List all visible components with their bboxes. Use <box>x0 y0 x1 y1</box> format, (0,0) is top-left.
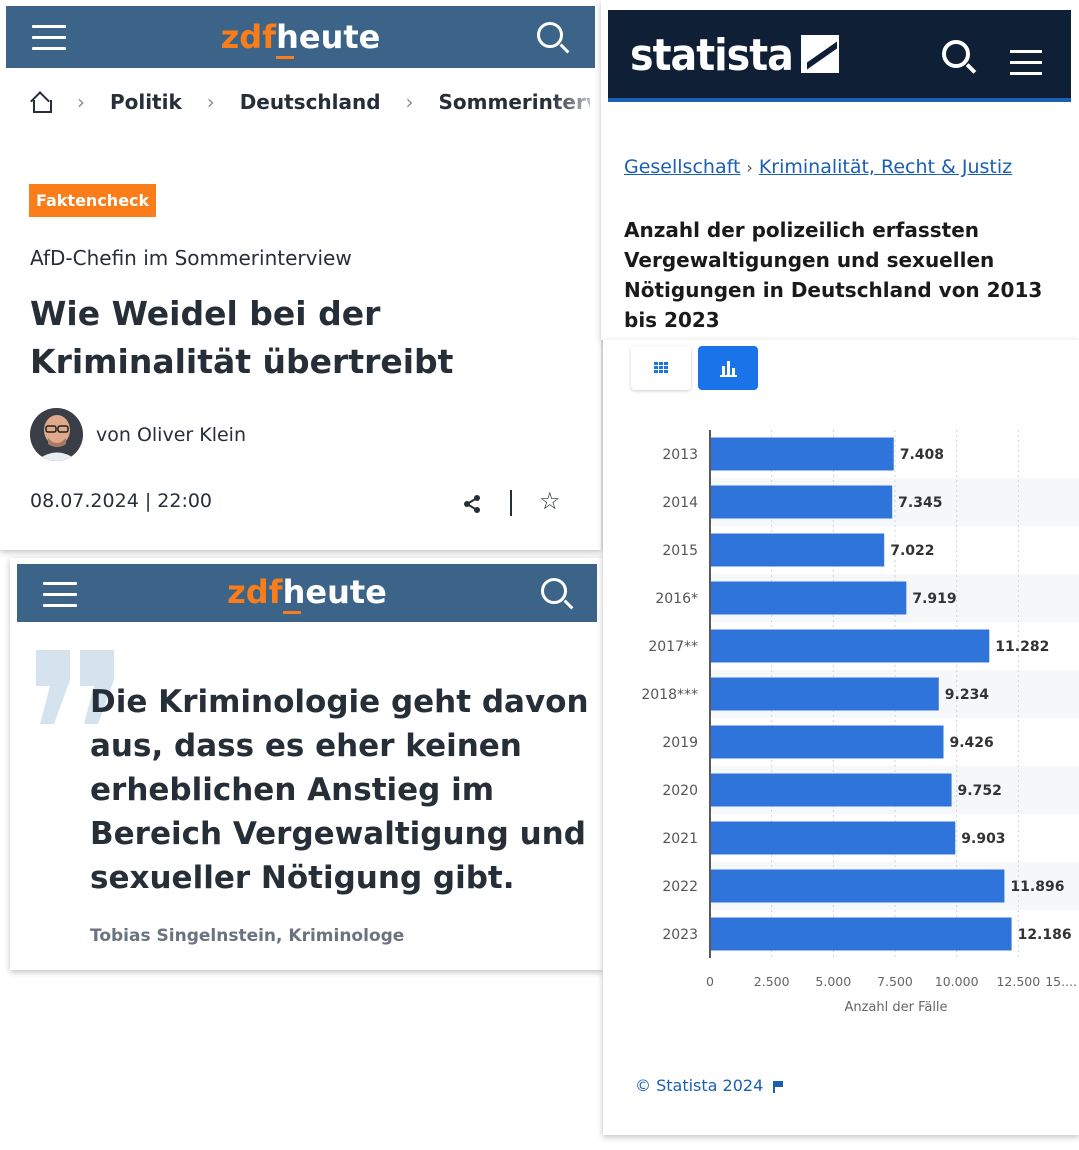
publish-date: 08.07.2024 | 22:00 <box>30 490 213 512</box>
category-label: 2023 <box>662 927 698 943</box>
chart-view-tab[interactable] <box>698 346 758 390</box>
author-photo-icon <box>30 408 83 461</box>
bar-2021 <box>711 821 956 855</box>
zdfheute-logo[interactable]: zdfheute <box>227 573 387 611</box>
value-label: 12.186 <box>1018 927 1072 943</box>
bar-2017 <box>711 629 990 663</box>
quotation-mark-icon <box>36 650 114 724</box>
table-view-tab[interactable] <box>631 346 691 390</box>
statista-logo-icon <box>800 35 839 73</box>
category-label: 2022 <box>662 879 698 895</box>
chevron-right-icon: › <box>405 89 414 114</box>
zdf-quote-card: zdfheute Die Kriminologie geht davon aus… <box>10 558 603 970</box>
bar-2013 <box>711 437 894 471</box>
bar-2020 <box>711 773 952 807</box>
author-name[interactable]: von Oliver Klein <box>96 424 246 446</box>
bar-2018 <box>711 677 939 711</box>
statista-logo[interactable]: statista <box>630 30 839 81</box>
zdf-header: zdfheute <box>17 564 597 622</box>
bar-2015 <box>711 533 885 567</box>
quote-author: Tobias Singelnstein, Kriminologe <box>90 926 405 946</box>
category-label: 2014 <box>662 495 698 511</box>
breadcrumb: › Politik › Deutschland › Sommerinterv <box>30 88 590 122</box>
menu-icon[interactable] <box>32 25 66 58</box>
bar-2019 <box>711 725 944 759</box>
menu-icon[interactable] <box>1010 50 1042 83</box>
menu-icon[interactable] <box>43 582 77 615</box>
value-label: 7.408 <box>900 447 944 463</box>
bar-2022 <box>711 869 1005 903</box>
x-tick-label: 5.000 <box>815 974 851 989</box>
breadcrumb-separator: › <box>746 158 753 177</box>
statista-card: statista Gesellschaft › Kriminalität, Rech… <box>601 0 1079 340</box>
category-label: 2013 <box>662 447 698 463</box>
value-label: 9.426 <box>950 735 994 751</box>
breadcrumb-sommerinterview[interactable]: Sommerinterv <box>439 90 590 114</box>
zdfheute-logo[interactable]: zdfheute <box>220 18 381 56</box>
category-label: 2018*** <box>641 687 698 703</box>
author-avatar[interactable] <box>30 408 83 461</box>
value-label: 9.752 <box>958 783 1002 799</box>
breadcrumb-gesellschaft[interactable]: Gesellschaft <box>624 156 741 178</box>
value-label: 7.919 <box>912 591 956 607</box>
share-icon[interactable] <box>462 494 482 514</box>
faktencheck-badge: Faktencheck <box>29 184 157 217</box>
category-label: 2015 <box>662 543 698 559</box>
value-label: 11.282 <box>995 639 1049 655</box>
bar-chart: 2013 7.408 2014 7.345 2015 7.022 2016* 7.919 201… <box>641 430 1079 1015</box>
home-icon[interactable] <box>30 90 52 114</box>
category-label: 2020 <box>662 783 698 799</box>
flag-icon[interactable] <box>773 1081 784 1093</box>
grid-icon <box>654 362 668 373</box>
bookmark-star-icon[interactable]: ☆ <box>539 487 561 515</box>
breadcrumb-kriminalitaet[interactable]: Kriminalität, Recht & Justiz <box>758 156 1013 178</box>
breadcrumb-politik[interactable]: Politik <box>109 89 182 114</box>
chevron-right-icon: › <box>76 89 85 114</box>
value-label: 11.896 <box>1010 879 1064 895</box>
x-tick-label: 2.500 <box>754 974 790 989</box>
statista-breadcrumb: Gesellschaft › Kriminalität, Recht & Justi… <box>624 156 1012 178</box>
category-label: 2016* <box>655 591 698 607</box>
search-icon[interactable] <box>537 22 563 48</box>
category-label: 2019 <box>662 735 698 751</box>
value-label: 9.234 <box>945 687 990 703</box>
search-icon[interactable] <box>541 578 567 604</box>
zdf-header: zdfheute <box>6 6 595 68</box>
bar-2014 <box>711 485 893 519</box>
category-label: 2017** <box>648 639 698 655</box>
x-axis-label: Anzahl der Fälle <box>844 1000 947 1015</box>
search-icon[interactable] <box>942 40 970 68</box>
bar-2023 <box>711 917 1012 951</box>
statistic-title: Anzahl der polizeilich erfassten Vergewa… <box>624 218 1043 332</box>
x-tick-label: 0 <box>706 974 714 989</box>
value-label: 7.345 <box>898 495 942 511</box>
bar-chart-icon <box>720 361 737 377</box>
x-tick-label: 15.... <box>1045 974 1077 989</box>
quote-text: Die Kriminologie geht davon aus, dass es… <box>90 684 589 896</box>
x-tick-label: 10.000 <box>935 974 979 989</box>
statista-header: statista <box>608 10 1071 102</box>
divider <box>510 490 512 516</box>
zdf-article-card: zdfheute › Politik › Deutschland › Somme… <box>0 0 601 550</box>
statista-copyright[interactable]: © Statista 2024 <box>635 1076 784 1095</box>
breadcrumb-deutschland[interactable]: Deutschland <box>239 89 381 114</box>
x-tick-label: 12.500 <box>996 974 1040 989</box>
value-label: 9.903 <box>961 831 1005 847</box>
x-tick-label: 7.500 <box>877 974 913 989</box>
article-headline: Wie Weidel bei der Kriminalität übertrei… <box>30 294 454 381</box>
value-label: 7.022 <box>890 543 934 559</box>
category-label: 2021 <box>662 831 698 847</box>
statista-chart-card: 2013 7.408 2014 7.345 2015 7.022 2016* 7.919 201… <box>603 340 1079 1135</box>
chevron-right-icon: › <box>206 89 215 114</box>
article-kicker: AfD-Chefin im Sommerinterview <box>30 246 352 270</box>
bar-2016 <box>711 581 907 615</box>
